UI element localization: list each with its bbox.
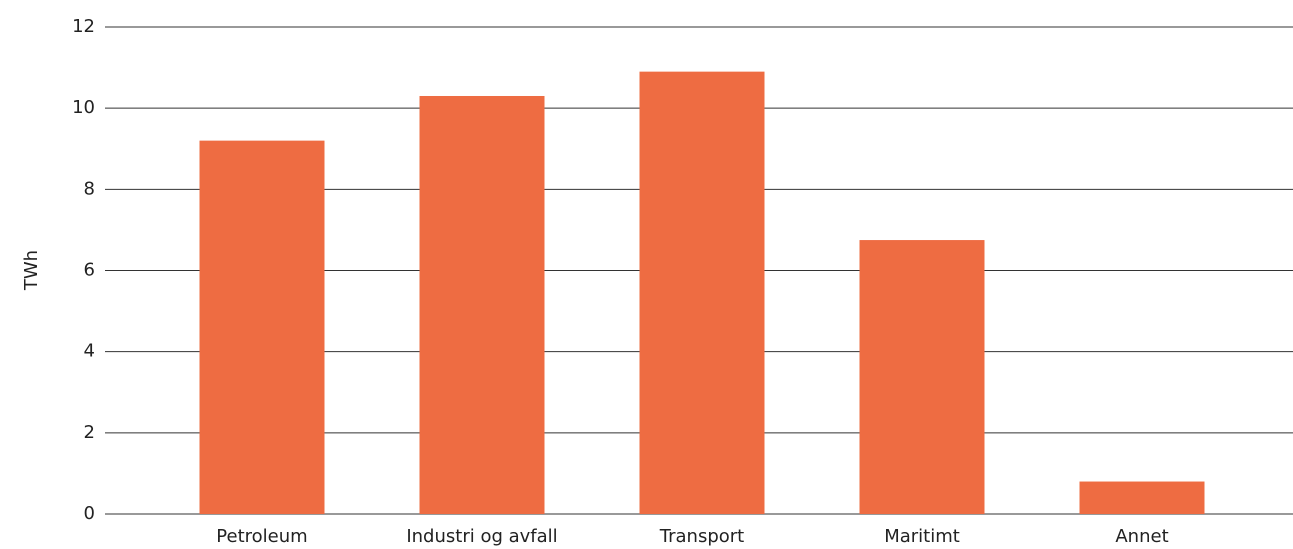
bar xyxy=(1079,481,1205,514)
y-tick-label: 12 xyxy=(72,16,95,37)
y-axis-label: TWh xyxy=(21,250,42,291)
y-tick-label: 2 xyxy=(84,422,95,443)
y-tick-label: 0 xyxy=(84,503,95,524)
x-tick-label: Transport xyxy=(659,526,744,547)
y-tick-label: 6 xyxy=(84,260,95,281)
bar xyxy=(199,140,325,514)
x-tick-label: Petroleum xyxy=(216,526,307,547)
x-tick-label: Industri og avfall xyxy=(406,526,557,547)
bar xyxy=(639,71,765,515)
bar xyxy=(419,95,545,514)
x-tick-label: Maritimt xyxy=(884,526,960,547)
y-tick-label: 10 xyxy=(72,97,95,118)
y-tick-label: 8 xyxy=(84,178,95,199)
y-tick-label: 4 xyxy=(84,341,95,362)
bar xyxy=(859,240,985,514)
x-tick-label: Annet xyxy=(1115,526,1168,547)
